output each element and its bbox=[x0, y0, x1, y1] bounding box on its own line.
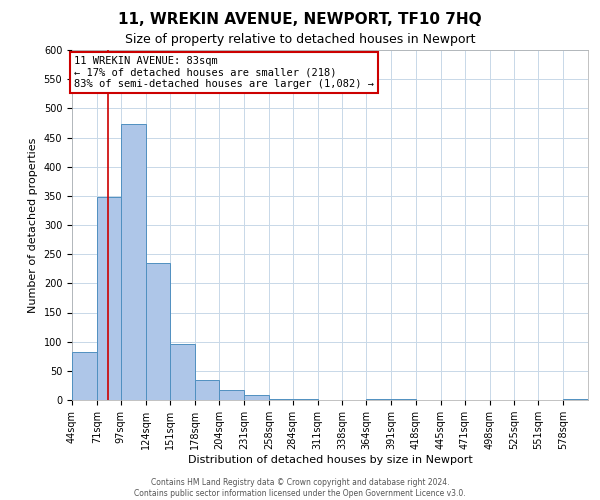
Y-axis label: Number of detached properties: Number of detached properties bbox=[28, 138, 38, 312]
Bar bbox=[170, 344, 195, 400]
Text: Size of property relative to detached houses in Newport: Size of property relative to detached ho… bbox=[125, 32, 475, 46]
Bar bbox=[244, 396, 269, 400]
Bar bbox=[195, 380, 219, 400]
Text: 11, WREKIN AVENUE, NEWPORT, TF10 7HQ: 11, WREKIN AVENUE, NEWPORT, TF10 7HQ bbox=[118, 12, 482, 28]
X-axis label: Distribution of detached houses by size in Newport: Distribution of detached houses by size … bbox=[188, 455, 472, 465]
Bar bbox=[72, 352, 97, 400]
Bar bbox=[121, 124, 146, 400]
Bar bbox=[146, 263, 170, 400]
Text: Contains HM Land Registry data © Crown copyright and database right 2024.
Contai: Contains HM Land Registry data © Crown c… bbox=[134, 478, 466, 498]
Text: 11 WREKIN AVENUE: 83sqm
← 17% of detached houses are smaller (218)
83% of semi-d: 11 WREKIN AVENUE: 83sqm ← 17% of detache… bbox=[74, 56, 374, 89]
Bar bbox=[219, 390, 244, 400]
Bar bbox=[97, 197, 121, 400]
